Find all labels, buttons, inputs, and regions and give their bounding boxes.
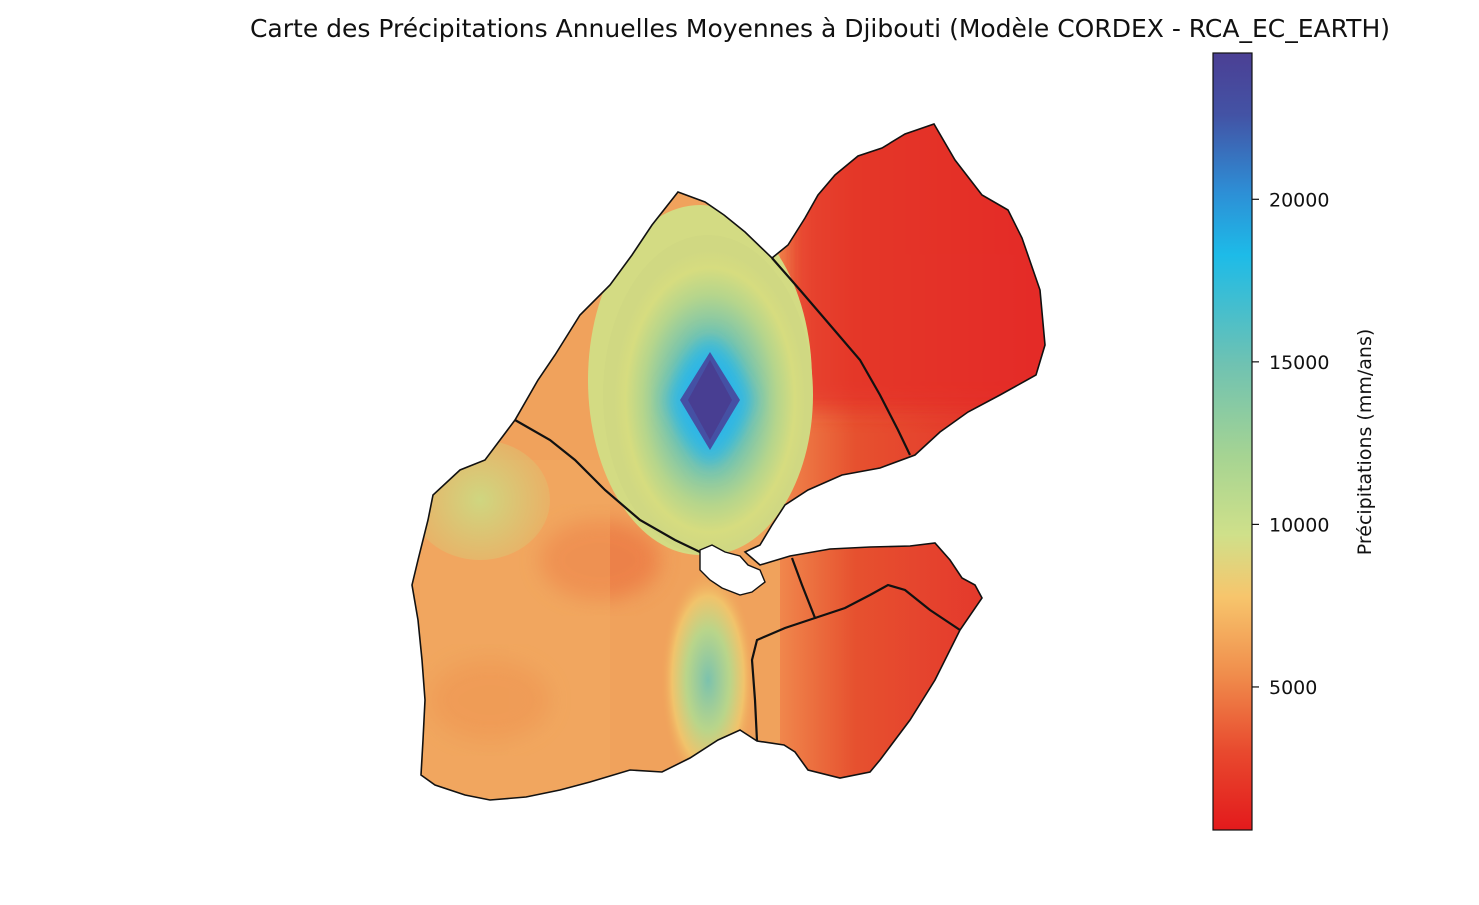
colorbar: 5000 10000 15000 20000 Précipitations (mm/a… (1212, 52, 1376, 831)
gulf-water (699, 544, 766, 596)
colorbar-gradient (1212, 52, 1253, 831)
djibouti-map (411, 123, 1046, 801)
colorbar-ticks: 5000 10000 15000 20000 (1252, 189, 1329, 699)
colorbar-tick-label: 10000 (1269, 514, 1329, 536)
colorbar-tick-label: 5000 (1269, 677, 1317, 699)
region-boundaries (514, 257, 961, 742)
colorbar-tick-label: 15000 (1269, 352, 1329, 374)
page-title: Carte des Précipitations Annuelles Moyen… (249, 14, 1391, 43)
colorbar-tick-label: 20000 (1269, 189, 1329, 211)
colorbar-label: Précipitations (mm/ans) (1354, 329, 1376, 556)
